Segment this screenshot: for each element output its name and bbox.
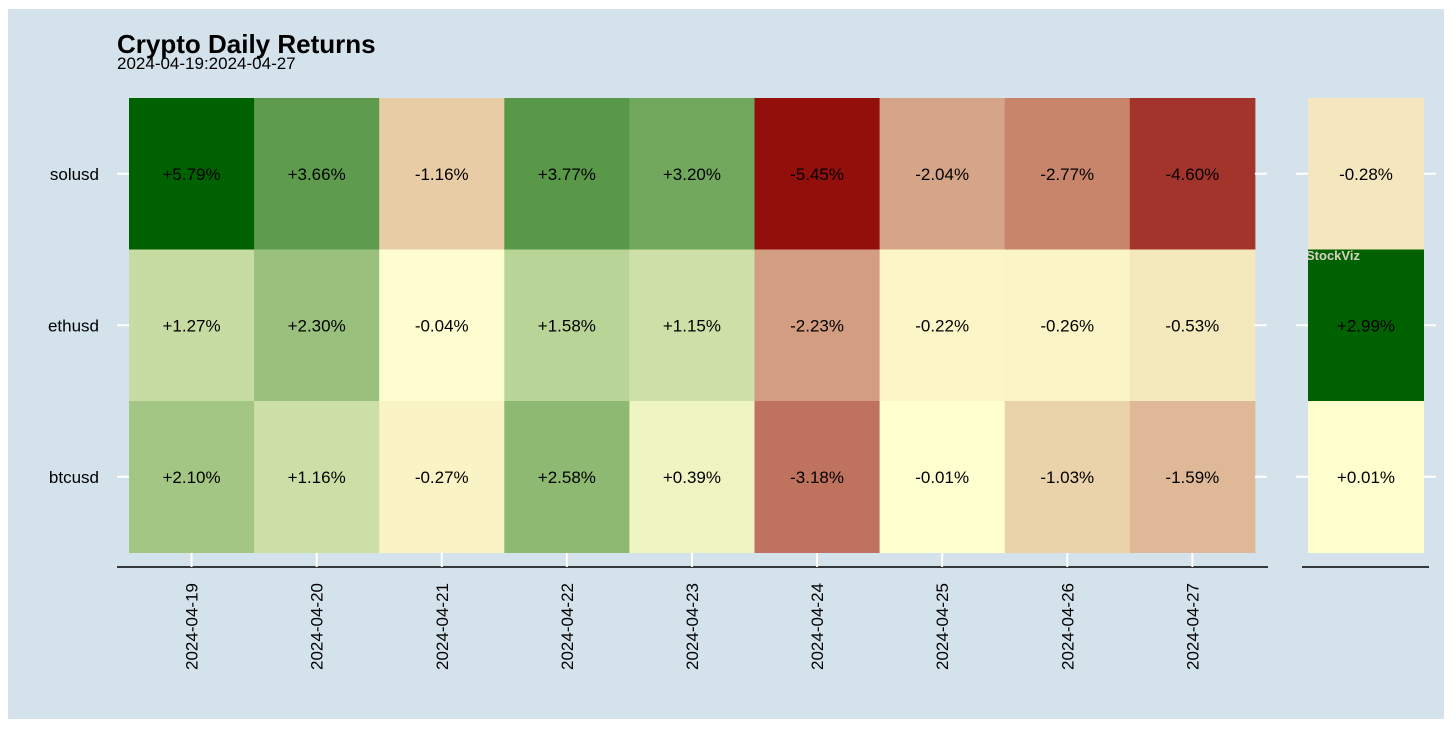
heatmap-cell [1004, 401, 1131, 553]
heatmap-cell [1129, 401, 1256, 553]
heatmap-cell [1129, 98, 1256, 250]
cell-label: +1.15% [663, 316, 721, 335]
y-axis: solusd ethusd btcusd [48, 165, 1436, 487]
heatmap-cell [879, 98, 1006, 250]
heatmap-cell [1004, 98, 1131, 250]
cell-label: -2.04% [915, 165, 969, 184]
x-tick-label: 2024-04-24 [808, 583, 827, 670]
chart-title: Crypto Daily Returns [117, 29, 376, 59]
heatmap-cell [129, 98, 255, 250]
heatmap-cell [254, 98, 380, 250]
heatmap-cell [504, 249, 630, 402]
heatmap-cell [629, 401, 755, 553]
cell-label: +3.77% [538, 165, 596, 184]
x-tick-label: 2024-04-26 [1058, 583, 1077, 670]
summary-label: +0.01% [1337, 468, 1395, 487]
heatmap-cell [379, 249, 505, 402]
x-tick-label: 2024-04-21 [433, 583, 452, 670]
cell-label: -0.53% [1165, 316, 1219, 335]
cell-label: +5.79% [162, 165, 220, 184]
heatmap-cell [1004, 249, 1131, 402]
cell-label: -5.45% [790, 165, 844, 184]
cell-label: -3.18% [790, 468, 844, 487]
heatmap-cell [754, 98, 881, 250]
summary-label: -0.28% [1339, 165, 1393, 184]
heatmap-cell [754, 401, 881, 553]
x-tick-label: 2024-04-22 [558, 583, 577, 670]
heatmap-cell [629, 98, 755, 250]
cell-label: +1.58% [538, 316, 596, 335]
cell-label: -1.03% [1040, 468, 1094, 487]
summary-cells: -0.28% +2.99% +0.01% [1308, 98, 1424, 553]
heatmap-cell [379, 401, 505, 553]
cell-label: -0.27% [415, 468, 469, 487]
heatmap-cell [254, 401, 380, 553]
heatmap-cell [1129, 249, 1256, 402]
cell-label: +1.27% [162, 316, 220, 335]
x-tick-label: 2024-04-27 [1183, 583, 1202, 670]
cell-label: -0.26% [1040, 316, 1094, 335]
cell-label: -4.60% [1165, 165, 1219, 184]
cell-label: -0.04% [415, 316, 469, 335]
y-tick-label: ethusd [48, 316, 99, 335]
cell-label: -0.22% [915, 316, 969, 335]
heatmap-cells: +5.79% +3.66% -1.16% +3.77% +3.20% -5.45% -2.0… [129, 98, 1256, 553]
chart-subtitle: 2024-04-19:2024-04-27 [117, 54, 296, 73]
heatmap-cell [629, 249, 755, 402]
summary-cell [1308, 249, 1424, 402]
cell-label: -2.77% [1040, 165, 1094, 184]
x-tick-label: 2024-04-20 [308, 583, 327, 670]
cell-label: +0.39% [663, 468, 721, 487]
x-tick-label: 2024-04-23 [683, 583, 702, 670]
heatmap-cell [879, 401, 1006, 553]
cell-label: -0.01% [915, 468, 969, 487]
cell-label: -2.23% [790, 316, 844, 335]
heatmap-cell [129, 249, 255, 402]
heatmap-cell [379, 98, 505, 250]
heatmap-cell [254, 249, 380, 402]
watermark: StockViz [1306, 248, 1360, 263]
cell-label: +3.66% [288, 165, 346, 184]
summary-cell [1308, 98, 1424, 250]
cell-label: +1.16% [288, 468, 346, 487]
x-tick-label: 2024-04-19 [183, 583, 202, 670]
cell-label: -1.16% [415, 165, 469, 184]
heatmap-cell [129, 401, 255, 553]
cell-label: +2.30% [288, 316, 346, 335]
heatmap-cell [504, 98, 630, 250]
heatmap-cell [504, 401, 630, 553]
x-axis: 2024-04-19 2024-04-20 2024-04-21 2024-04-22… [117, 553, 1429, 670]
cell-label: +3.20% [663, 165, 721, 184]
cell-label: +2.58% [538, 468, 596, 487]
heatmap-cell [879, 249, 1006, 402]
heatmap-cell [754, 249, 881, 402]
x-tick-label: 2024-04-25 [933, 583, 952, 670]
summary-label: +2.99% [1337, 316, 1395, 335]
y-tick-label: btcusd [49, 468, 99, 487]
y-tick-label: solusd [50, 165, 99, 184]
cell-label: -1.59% [1165, 468, 1219, 487]
cell-label: +2.10% [162, 468, 220, 487]
summary-cell [1308, 401, 1424, 553]
